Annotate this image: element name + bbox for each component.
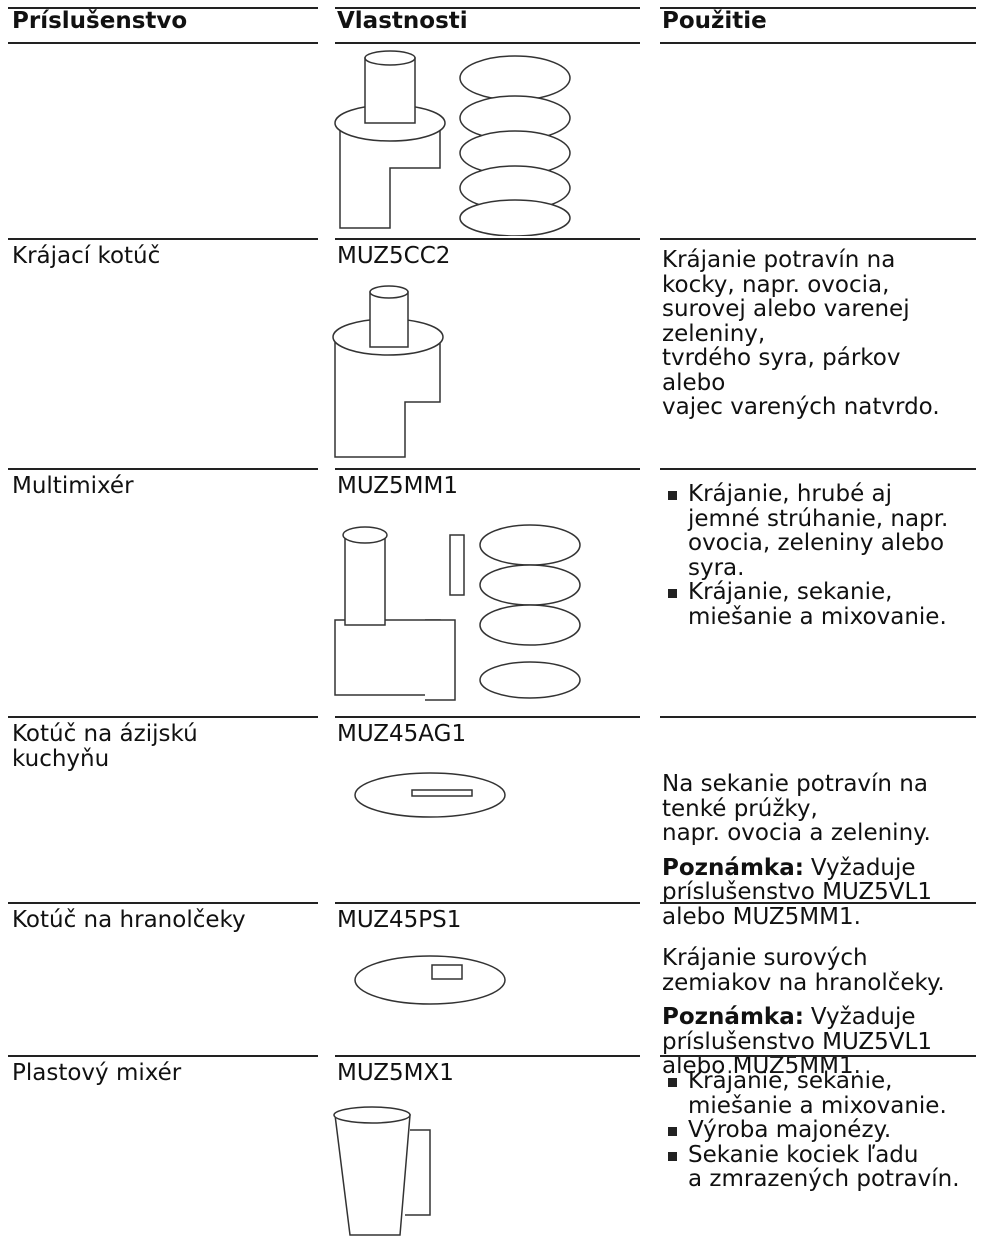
accessory-name: Plastový mixér	[12, 1060, 182, 1086]
illustration	[354, 772, 506, 818]
usage-text: zemiakov na hranolčeky.	[662, 969, 945, 996]
model-code: MUZ5MX1	[337, 1060, 454, 1086]
rule	[660, 42, 976, 44]
usage-text: tvrdého syra, párkov	[662, 345, 901, 371]
illustration	[334, 50, 571, 236]
note-text: alebo MUZ5MM1.	[662, 1053, 861, 1079]
rule	[8, 42, 318, 44]
bullet	[668, 589, 677, 598]
usage-text: surovej alebo varenej	[662, 296, 910, 322]
model-code: MUZ5MM1	[337, 473, 458, 499]
rule	[660, 902, 976, 904]
usage-text: alebo	[662, 369, 726, 396]
usage-text: Krájanie, sekanie,	[688, 1068, 893, 1094]
usage-text: tenké prúžky,	[662, 795, 818, 822]
accessory-name: kuchyňu	[12, 745, 110, 772]
illustration	[333, 1106, 431, 1236]
bullet	[668, 1078, 677, 1087]
rule	[335, 238, 640, 240]
rule	[660, 716, 976, 718]
rule	[8, 1055, 318, 1057]
rule	[335, 468, 640, 470]
usage-text: Na sekanie potravín na	[662, 771, 928, 797]
rule	[8, 716, 318, 718]
rule	[660, 238, 976, 240]
bullet	[668, 1151, 677, 1161]
usage-text: ovocia, zeleniny alebo	[688, 530, 945, 556]
note-text: príslušenstvo MUZ5VL1	[662, 1028, 932, 1055]
model-code: MUZ45PS1	[337, 907, 462, 933]
usage-text: Sekanie kociek ľadu	[688, 1141, 919, 1168]
rule	[660, 1055, 976, 1057]
usage-text: zeleniny,	[662, 320, 766, 347]
rule	[335, 7, 640, 9]
accessory-name: Kotúč na hranolčeky	[12, 907, 246, 933]
bullet	[668, 1127, 677, 1136]
note-text: Vyžaduje	[810, 1004, 916, 1030]
rule	[335, 716, 640, 718]
usage-text: miešanie a mixovanie.	[688, 1092, 947, 1119]
accessory-name: Krájací kotúč	[12, 243, 161, 269]
column-header: Vlastnosti	[337, 8, 468, 34]
usage-text: Krájanie, sekanie,	[688, 579, 893, 605]
column-header: Použitie	[662, 8, 767, 34]
usage-text: napr. ovocia a zeleniny.	[662, 820, 931, 846]
bullet	[668, 491, 677, 500]
accessory-name: Kotúč na ázijskú	[12, 721, 198, 747]
note-text: príslušenstvo MUZ5VL1	[662, 879, 932, 905]
usage-text: jemné strúhanie, napr.	[688, 505, 949, 532]
accessory-name: Multimixér	[12, 473, 134, 499]
model-code: MUZ45AG1	[337, 721, 467, 747]
illustration	[354, 955, 506, 1005]
rule	[8, 468, 318, 470]
usage-text: syra.	[688, 554, 745, 581]
illustration	[334, 524, 581, 701]
rule	[8, 7, 318, 9]
note-text: alebo MUZ5MM1.	[662, 903, 861, 930]
usage-text: Krájanie potravín na	[662, 247, 896, 273]
illustration	[332, 285, 444, 458]
usage-text: Krájanie, hrubé aj	[688, 481, 893, 507]
usage-text: vajec varených natvrdo.	[662, 394, 940, 420]
usage-text: miešanie a mixovanie.	[688, 603, 947, 630]
rule	[335, 42, 640, 44]
note-label: Poznámka:	[662, 854, 804, 881]
usage-text: a zmrazených potravín.	[688, 1166, 960, 1192]
rule	[8, 238, 318, 240]
usage-text: Krájanie surových	[662, 945, 868, 971]
column-header: Príslušenstvo	[12, 8, 188, 34]
model-code: MUZ5CC2	[337, 243, 451, 269]
rule	[660, 468, 976, 470]
rule	[335, 902, 640, 904]
note-label: Poznámka:	[662, 1004, 804, 1030]
note-text: Vyžaduje	[810, 854, 916, 881]
rule	[335, 1055, 640, 1057]
usage-text: Výroba majonézy.	[688, 1117, 892, 1143]
usage-text: kocky, napr. ovocia,	[662, 271, 890, 298]
rule	[660, 7, 976, 9]
rule	[8, 902, 318, 904]
